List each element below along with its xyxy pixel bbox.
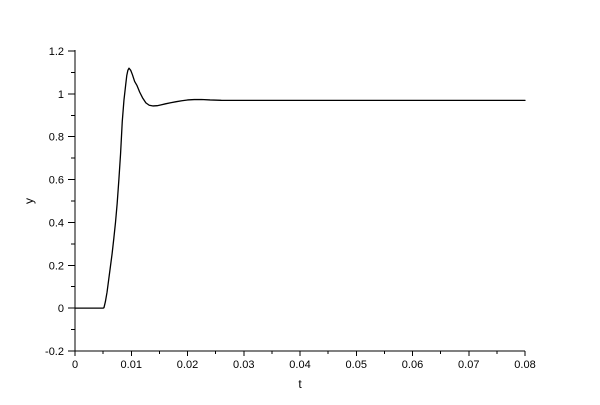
response-curve	[74, 67, 526, 309]
x-tick-label: 0	[72, 359, 78, 371]
x-tick-label: 0.08	[514, 359, 535, 371]
y-tick-label: 0.2	[49, 260, 64, 272]
x-tick-label: 0.01	[121, 359, 142, 371]
x-tick-label: 0.07	[458, 359, 479, 371]
y-axis-title: y	[22, 198, 36, 204]
x-tick-label: 0.05	[346, 359, 367, 371]
y-tick-label: 0	[58, 303, 64, 315]
y-tick-label: 1	[58, 89, 64, 101]
x-axis-title: t	[298, 377, 302, 391]
x-tick-label: 0.02	[177, 359, 198, 371]
y-tick-label: 0.4	[49, 217, 64, 229]
x-tick-label: 0.03	[233, 359, 254, 371]
y-tick-label: 0.6	[49, 175, 64, 187]
y-tick-label: 0.8	[49, 132, 64, 144]
y-tick-label: 1.2	[49, 46, 64, 58]
y-tick-label: -0.2	[45, 346, 64, 358]
x-tick-label: 0.06	[402, 359, 423, 371]
x-tick-label: 0.04	[289, 359, 310, 371]
